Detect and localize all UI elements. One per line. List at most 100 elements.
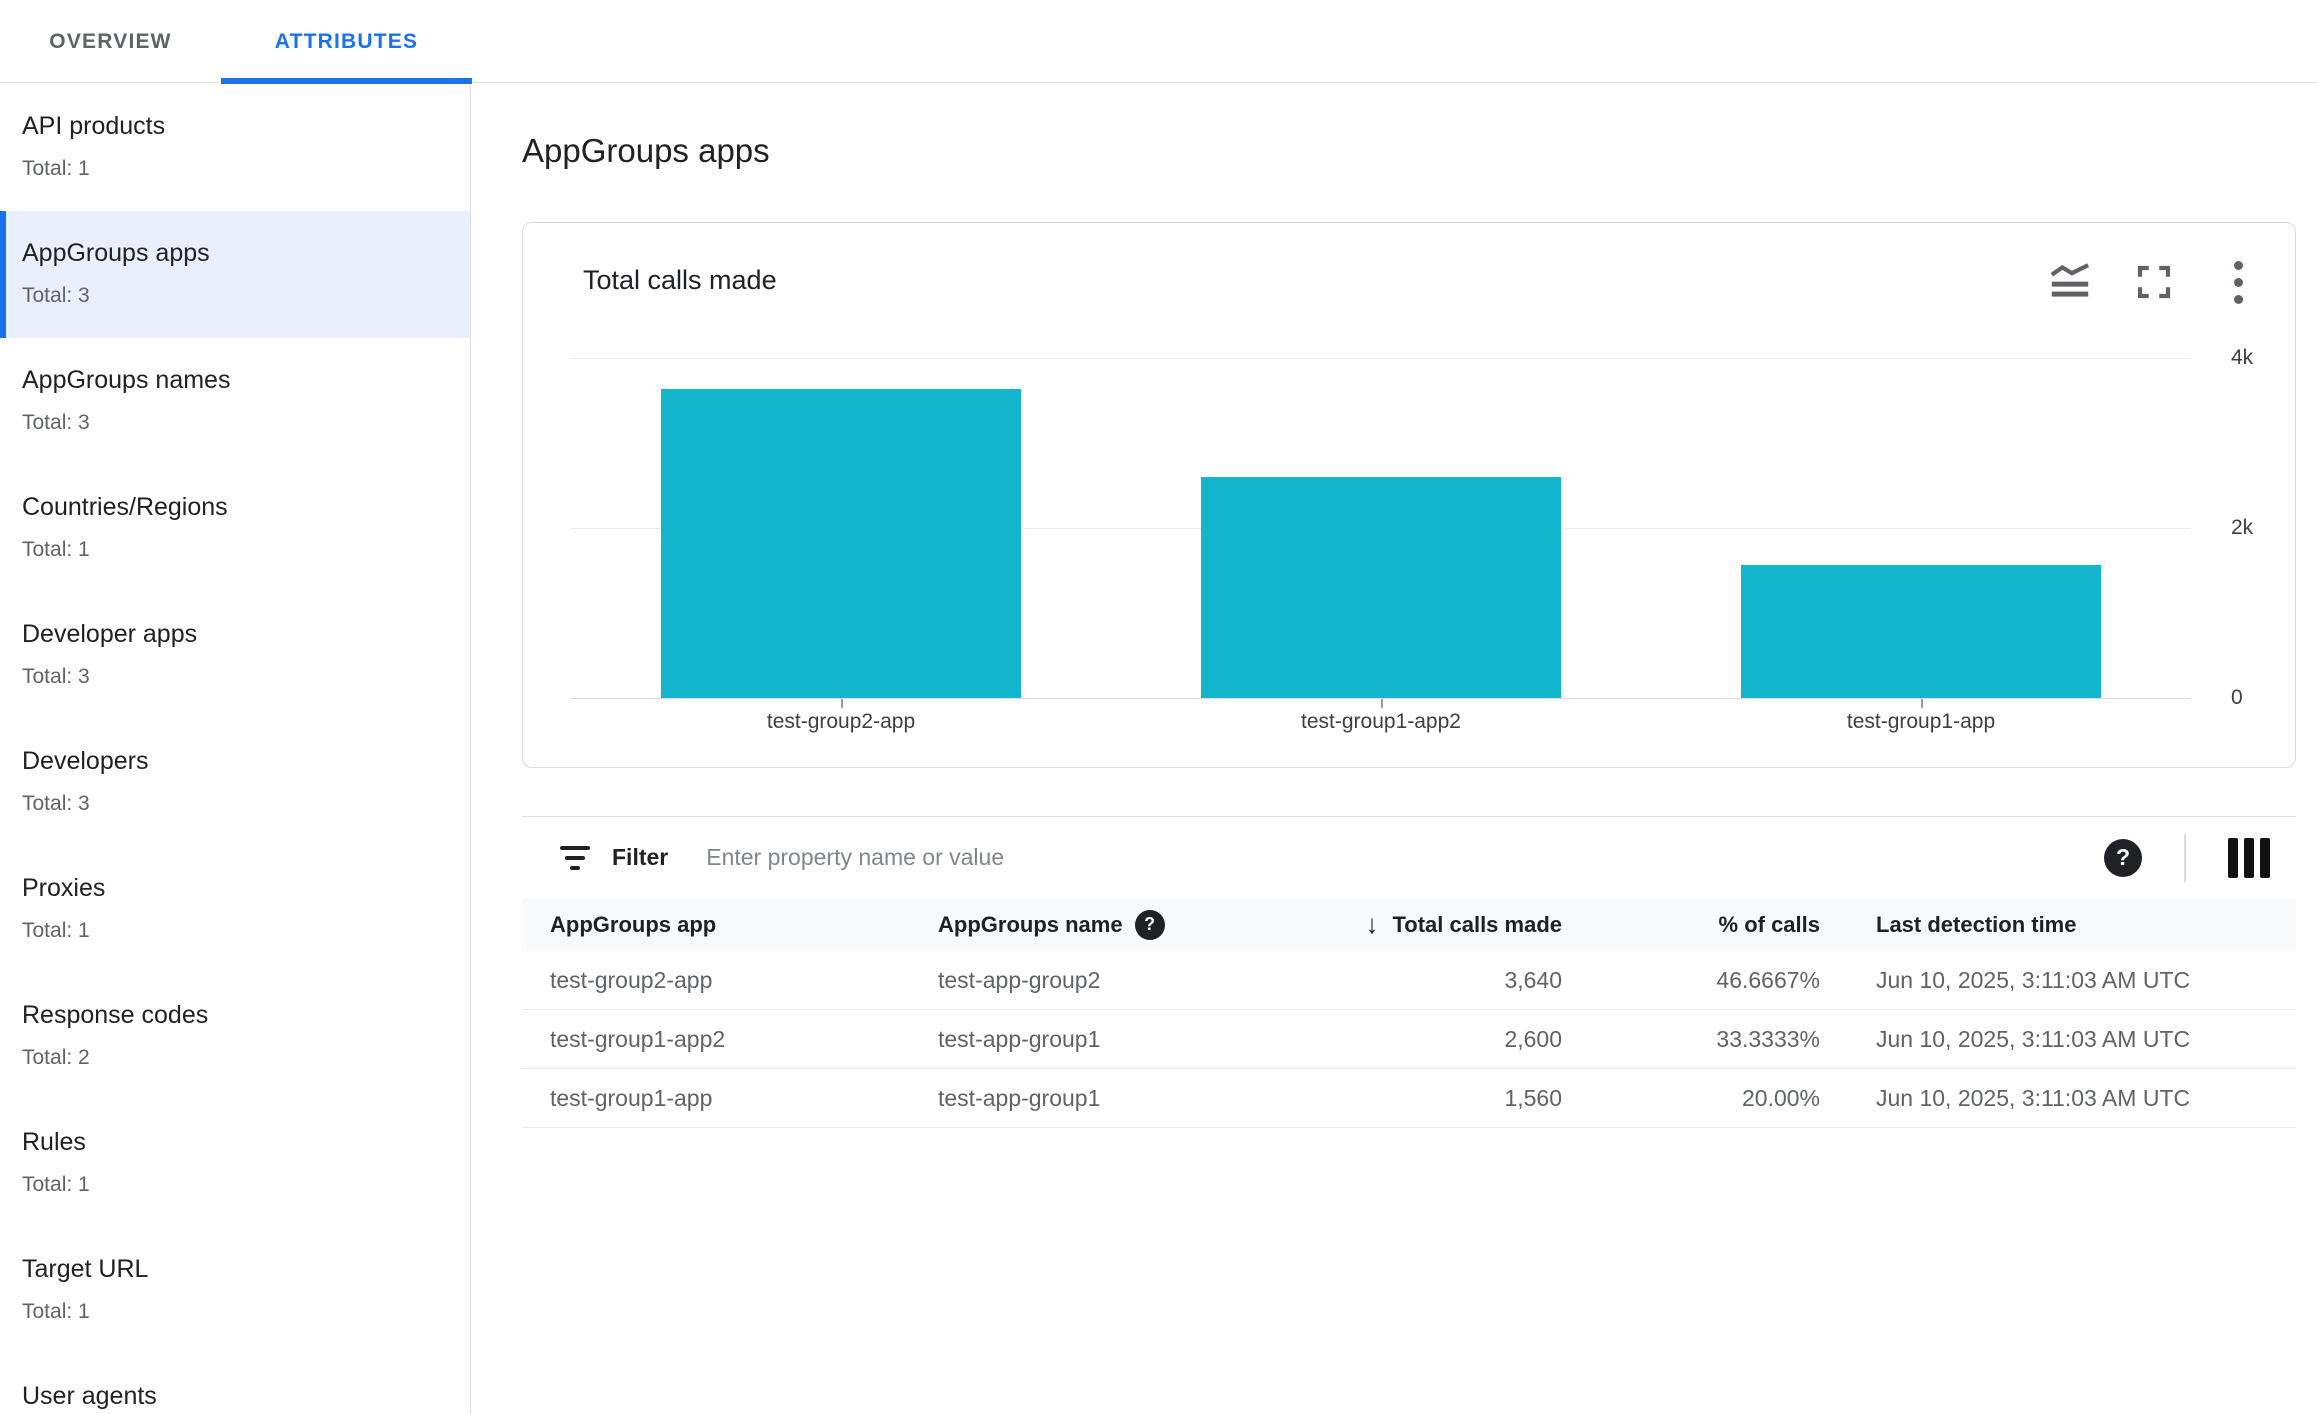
sidebar-item-label: AppGroups apps (22, 239, 210, 267)
column-header-appgroups-app[interactable]: AppGroups app (550, 912, 938, 938)
cell-calls: 3,640 (1504, 966, 1562, 993)
column-label: Total calls made (1392, 911, 1562, 937)
column-header-appgroups-name[interactable]: AppGroups name ? (938, 909, 1322, 940)
x-axis-label: test-group1-app (1846, 710, 1996, 733)
sidebar-item-label: Response codes (22, 1001, 209, 1029)
tab-overview[interactable]: OVERVIEW (49, 29, 172, 53)
filter-icon (560, 845, 590, 870)
cell-last_detection: Jun 10, 2025, 3:11:03 AM UTC (1876, 966, 2191, 993)
x-axis-tick (1921, 699, 1923, 708)
sidebar-item-total: Total: 1 (22, 1300, 90, 1323)
cell-name: test-app-group1 (938, 1025, 1101, 1052)
sidebar-item-total: Total: 1 (22, 157, 90, 180)
sidebar-item-target-url[interactable]: Target URL Total: 1 (0, 1227, 470, 1354)
sidebar-item-total: Total: 3 (22, 411, 90, 434)
bar-slot: test-group2-app (571, 358, 1111, 733)
sidebar-item-total: Total: 2 (22, 1046, 90, 1069)
bar-test-group1-app[interactable] (1741, 565, 2101, 698)
chart-title: Total calls made (583, 265, 777, 295)
cell-percent: 20.00% (1741, 1084, 1820, 1111)
cell-app: test-group1-app2 (550, 1025, 726, 1052)
filter-input[interactable] (706, 844, 2104, 871)
sidebar-item-label: Rules (22, 1128, 86, 1156)
sidebar-item-label: Developer apps (22, 620, 198, 648)
bar-slots: test-group2-app test-group1-app2 test-grou… (571, 358, 2191, 733)
more-vert-icon[interactable] (2215, 259, 2261, 305)
sort-desc-icon: ↓ (1365, 909, 1379, 939)
page-title: AppGroups apps (522, 132, 770, 169)
columns-icon[interactable] (2228, 837, 2270, 878)
sidebar-item-appgroups-names[interactable]: AppGroups names Total: 3 (0, 338, 470, 465)
sidebar-item-label: API products (22, 112, 166, 140)
y-axis-tick-label: 0 (2231, 686, 2243, 709)
help-icon[interactable]: ? (2104, 838, 2142, 877)
chart-actions (2047, 259, 2261, 305)
tab-bar: OVERVIEW ATTRIBUTES (0, 0, 2318, 84)
sidebar-item-rules[interactable]: Rules Total: 1 (0, 1100, 470, 1227)
sidebar-item-total: Total: 1 (22, 919, 90, 942)
column-label: AppGroups name (938, 911, 1123, 937)
sidebar-item-total: Total: 3 (22, 284, 90, 307)
gridline (571, 358, 2191, 359)
attributes-sidebar: API products Total: 1 AppGroups apps Total:… (0, 84, 471, 1414)
cell-calls: 2,600 (1504, 1025, 1562, 1052)
tab-attributes[interactable]: ATTRIBUTES (221, 0, 472, 84)
table-row: test-group2-app test-app-group2 3,640 46.66… (522, 951, 2296, 1010)
sidebar-item-proxies[interactable]: Proxies Total: 1 (0, 846, 470, 973)
column-label: AppGroups app (550, 911, 717, 937)
filter-bar: Filter ? (522, 816, 2296, 898)
sidebar-item-countries-regions[interactable]: Countries/Regions Total: 1 (0, 465, 470, 592)
y-axis-tick-label: 4k (2231, 346, 2254, 369)
cell-app: test-group2-app (550, 966, 713, 993)
main-content: AppGroups apps Total calls made (472, 84, 2318, 1414)
column-label: % of calls (1718, 911, 1820, 937)
x-axis-label: test-group1-app2 (1301, 710, 1461, 733)
total-calls-card: Total calls made 4k 2k 0 test-group2-app tes… (522, 222, 2296, 768)
fullscreen-icon[interactable] (2131, 259, 2177, 305)
column-label: Last detection time (1876, 911, 2077, 937)
bar-slot: test-group1-app2 (1111, 358, 1651, 733)
x-axis-tick (1381, 699, 1383, 708)
sidebar-item-developers[interactable]: Developers Total: 3 (0, 719, 470, 846)
sidebar-item-developer-apps[interactable]: Developer apps Total: 3 (0, 592, 470, 719)
bar-chart: 4k 2k 0 test-group2-app test-group1-app2 test… (571, 346, 2253, 733)
sidebar-item-api-products[interactable]: API products Total: 1 (0, 84, 470, 211)
sidebar-item-label: Developers (22, 747, 149, 775)
sidebar-item-appgroups-apps[interactable]: AppGroups apps Total: 3 (0, 211, 470, 338)
sidebar-item-label: AppGroups names (22, 366, 231, 394)
cell-app: test-group1-app (550, 1084, 713, 1111)
cell-percent: 33.3333% (1716, 1025, 1820, 1052)
cell-name: test-app-group1 (938, 1084, 1101, 1111)
y-axis-tick-label: 2k (2231, 516, 2254, 539)
sidebar-item-response-codes[interactable]: Response codes Total: 2 (0, 973, 470, 1100)
column-header-total-calls[interactable]: ↓ Total calls made (1322, 909, 1562, 940)
bar-test-group1-app2[interactable] (1201, 477, 1561, 698)
sidebar-item-total: Total: 1 (22, 1173, 90, 1196)
sidebar-item-total: Total: 3 (22, 792, 90, 815)
bar-test-group2-app[interactable] (661, 389, 1021, 698)
table-row: test-group1-app2 test-app-group1 2,600 33.3… (522, 1010, 2296, 1069)
divider (2184, 833, 2186, 882)
sidebar-item-total: Total: 1 (22, 538, 90, 561)
filter-label: Filter (612, 844, 669, 870)
sidebar-item-user-agents[interactable]: User agentsTotal: 1 (0, 1354, 470, 1414)
cell-calls: 1,560 (1504, 1084, 1562, 1111)
column-header-last-detection[interactable]: Last detection time (1820, 912, 2296, 938)
column-header-percent-calls[interactable]: % of calls (1562, 912, 1820, 938)
table-header: AppGroups app AppGroups name ? ↓ Total c… (522, 898, 2296, 951)
sidebar-item-total: Total: 3 (22, 665, 90, 688)
cell-percent: 46.6667% (1716, 966, 1820, 993)
sidebar-item-label: Countries/Regions (22, 493, 228, 521)
sidebar-item-label: Target URL (22, 1255, 149, 1283)
chart-type-icon[interactable] (2047, 259, 2093, 305)
help-icon[interactable]: ? (1134, 909, 1165, 940)
cell-last_detection: Jun 10, 2025, 3:11:03 AM UTC (1876, 1025, 2191, 1052)
table-body: test-group2-app test-app-group2 3,640 46.66… (522, 951, 2296, 1128)
cell-name: test-app-group2 (938, 966, 1101, 993)
sidebar-item-label: Proxies (22, 874, 106, 902)
x-axis-label: test-group2-app (766, 710, 916, 733)
sidebar-item-label: User agents (22, 1382, 157, 1410)
bar-slot: test-group1-app (1651, 358, 2191, 733)
x-axis-tick (841, 699, 843, 708)
cell-last_detection: Jun 10, 2025, 3:11:03 AM UTC (1876, 1084, 2191, 1111)
